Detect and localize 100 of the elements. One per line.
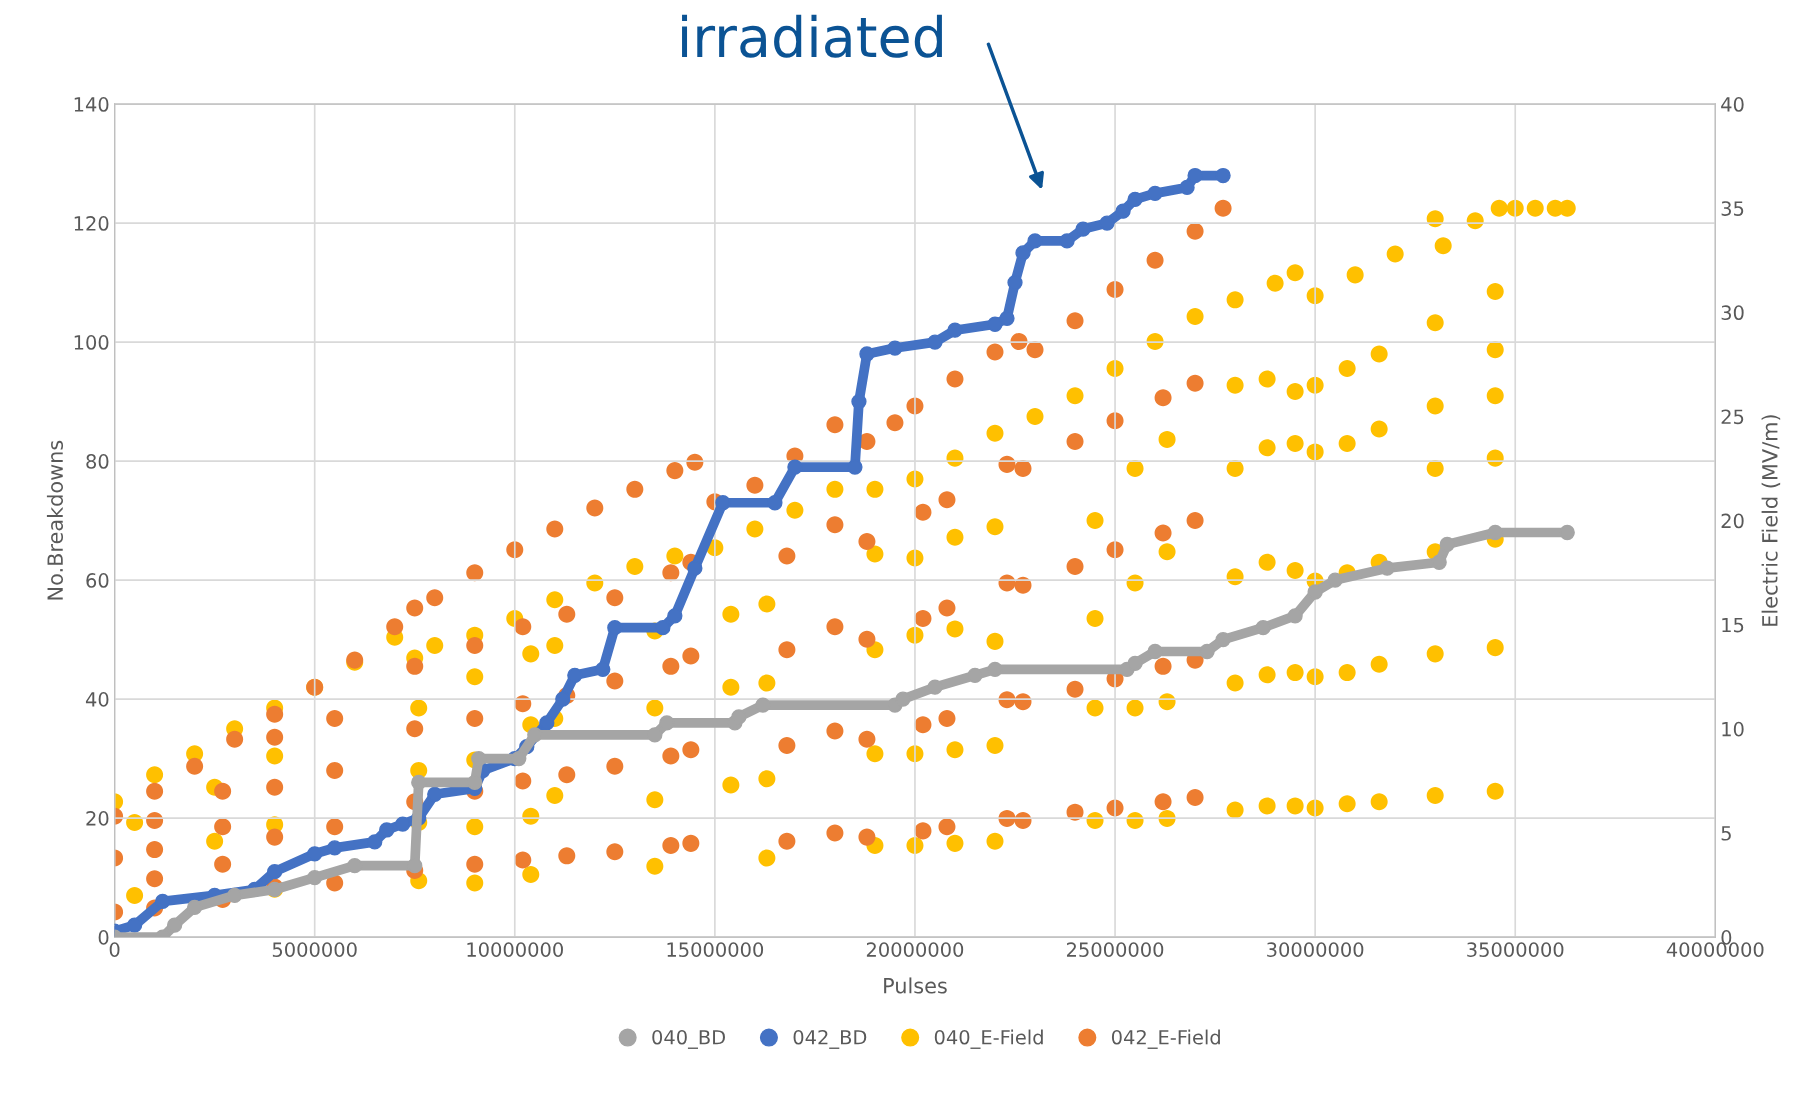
x-tick-label: 30000000 [1267,942,1364,957]
point [731,709,747,725]
point [395,816,411,832]
point [527,727,543,743]
point [1115,203,1131,219]
point [511,750,527,767]
point [999,310,1015,326]
point [427,786,443,802]
legend-label: 042_E-Field [1111,1029,1220,1049]
y-tick-label: 0 [98,930,109,945]
legend-label: 042_BD [793,1029,867,1049]
point [1487,524,1503,541]
point [1127,191,1143,207]
legend-label: 040_E-Field [934,1029,1043,1049]
y-tick-label: 40 [85,692,109,707]
x-tick-label: 20000000 [866,942,964,957]
point [555,691,571,707]
text: irradiated [682,14,942,58]
point [1127,655,1143,672]
y2-tick-label: 30 [1721,305,1744,321]
point [126,917,143,933]
point [1099,215,1115,231]
point [1007,274,1023,291]
point [1307,584,1323,600]
point [367,834,383,850]
point [659,715,675,731]
point [647,727,663,743]
point [987,316,1003,332]
y2-tick-label: 35 [1721,201,1744,216]
point [687,560,703,576]
point [595,661,611,677]
point [567,667,583,683]
point [1215,631,1231,648]
y-tick-label: 80 [86,454,109,469]
point [227,887,243,904]
y2-tick-label: 40 [1721,97,1744,112]
point [895,691,911,707]
point [1075,221,1091,237]
legend-label: 040_BD [652,1029,725,1049]
x-tick-label: 10000000 [467,942,563,957]
y2-tick-label: 5 [1721,826,1731,841]
point [1327,572,1343,588]
point [667,608,683,624]
y2-tick-label: 25 [1721,409,1744,425]
y-tick-label: 100 [74,335,109,350]
point [1255,620,1271,636]
point [787,459,803,475]
point [767,495,783,511]
point [411,774,427,791]
x-tick-label: 5000000 [272,942,357,957]
point [1287,608,1303,624]
y-tick-label: 60 [86,573,109,588]
point [379,822,395,838]
point [887,340,903,356]
y-tick-label: 120 [74,216,109,231]
point [267,863,283,880]
y2-axis-title: Electric Field (MV/m) [1761,415,1781,626]
x-axis-title: Pulses [884,977,947,994]
y-axis-title: No.Breakdowns [46,440,64,600]
point [471,750,487,767]
y2-tick-label: 20 [1721,513,1744,529]
point [987,661,1003,677]
point [967,667,983,683]
point [1187,167,1203,184]
point [1439,536,1455,553]
x-tick-label: 0 [109,942,120,957]
y2-tick-label: 15 [1722,617,1744,633]
point [347,858,363,874]
x-tick-label: 25000000 [1066,942,1164,957]
point [847,459,863,475]
point [154,893,171,910]
point [407,858,423,874]
point [327,840,343,856]
point [1179,179,1195,196]
point [467,774,483,791]
point [307,869,323,886]
point [186,899,203,915]
point [1015,245,1031,261]
point [1379,560,1395,576]
point [539,715,555,731]
point [1215,167,1231,184]
point [755,697,771,713]
point [1147,643,1163,660]
point [655,620,671,636]
point [927,679,943,695]
point [715,495,731,511]
point [1059,233,1075,249]
y-tick-label: 140 [74,97,109,112]
x-tick-label: 35000000 [1467,942,1564,957]
point [859,346,875,362]
point [307,846,323,862]
point [1147,185,1163,202]
x-tick-label: 15000000 [667,942,764,957]
point [927,334,943,350]
point [1431,554,1447,570]
y2-tick-label: 10 [1722,721,1744,737]
point [1559,524,1575,541]
point [1027,233,1043,249]
point [607,620,623,636]
point [166,917,183,933]
